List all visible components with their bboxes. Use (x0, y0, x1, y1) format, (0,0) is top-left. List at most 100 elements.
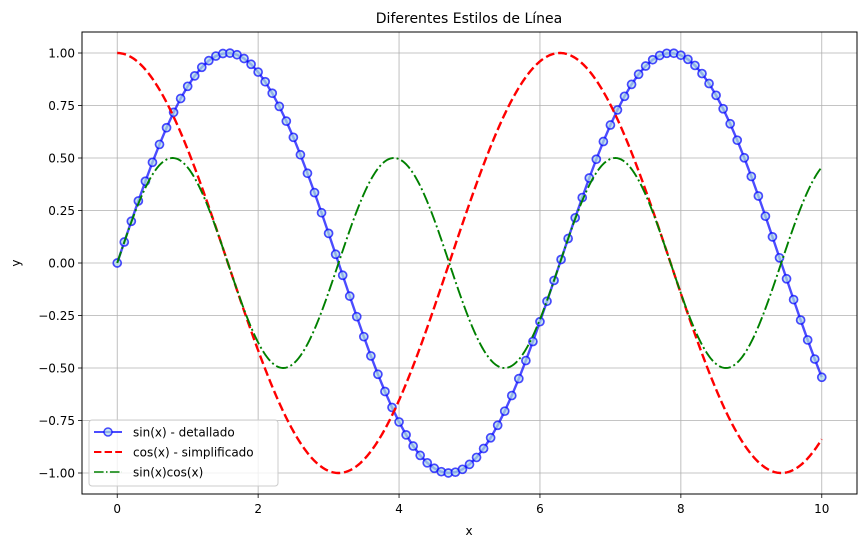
y-tick-label: 0.00 (48, 257, 75, 271)
y-tick-label: 0.25 (48, 204, 75, 218)
data-point-marker (358, 331, 369, 342)
data-point-marker (196, 62, 207, 73)
data-point-marker (401, 429, 411, 440)
data-point-marker (626, 79, 637, 90)
data-point-marker (478, 443, 489, 454)
data-point-marker (521, 355, 531, 366)
data-point-marker (809, 354, 820, 364)
data-point-marker (457, 464, 468, 475)
data-point-marker (612, 105, 623, 115)
data-point-marker (774, 252, 785, 263)
series-line-1 (116, 51, 823, 475)
legend-item-cos: cos(x) - simplificado (94, 446, 254, 460)
data-point-marker (683, 54, 693, 65)
data-point-marker (182, 81, 193, 92)
y-tick-label: 0.75 (48, 99, 75, 113)
legend-item-sin: sin(x) - detallado (94, 426, 235, 440)
data-point-marker (767, 232, 778, 242)
data-point-marker (739, 152, 750, 163)
data-point-marker (408, 441, 418, 451)
data-point-marker (760, 211, 771, 222)
data-point-marker (175, 93, 186, 104)
data-point-marker (704, 78, 714, 89)
data-point-marker (239, 53, 249, 64)
data-point-marker (394, 417, 404, 427)
data-point-marker (274, 101, 285, 112)
legend-box (88, 419, 279, 487)
data-point-marker (281, 116, 292, 127)
data-point-marker (189, 70, 200, 81)
data-point-marker (781, 273, 792, 284)
data-point-marker (605, 120, 616, 130)
legend: sin(x) - detallado cos(x) - simplificado… (88, 419, 279, 487)
data-point-marker (373, 369, 383, 380)
data-point-marker (816, 372, 827, 383)
y-tick-label: −0.25 (38, 309, 75, 323)
legend-item-sincos: sin(x)cos(x) (94, 466, 203, 480)
data-point-marker (309, 187, 320, 198)
data-point-marker (591, 154, 602, 165)
data-point-marker (633, 69, 644, 80)
x-tick-label: 6 (536, 502, 544, 516)
data-point-marker (697, 68, 707, 79)
y-axis-ticks: 1.00 0.75 0.50 0.25 0.00 −0.25 −0.50 −0.75 −1.00 (38, 47, 82, 481)
y-tick-label: −1.00 (38, 467, 75, 481)
x-axis-ticks: 0 2 4 6 8 10 (113, 494, 829, 516)
data-point-marker (725, 118, 736, 129)
data-point-marker (542, 296, 552, 307)
data-point-marker (640, 61, 651, 71)
data-point-marker (753, 191, 764, 201)
series-line-2 (116, 157, 823, 369)
series-group (112, 48, 827, 478)
x-axis-label: x (465, 524, 472, 538)
y-tick-label: −0.50 (38, 362, 75, 376)
data-point-marker (513, 373, 524, 384)
legend-marker-circle-icon (103, 427, 113, 437)
chart-title: Diferentes Estilos de Línea (376, 11, 562, 27)
legend-label: sin(x) - detallado (133, 426, 235, 440)
x-tick-label: 8 (677, 502, 685, 516)
data-point-marker (330, 249, 341, 260)
data-point-marker (422, 457, 433, 468)
data-point-marker (267, 88, 278, 99)
data-point-marker (718, 103, 728, 114)
data-point-marker (366, 351, 376, 361)
data-point-marker (619, 91, 630, 102)
data-point-marker (112, 258, 123, 268)
x-tick-label: 0 (113, 502, 121, 516)
data-point-marker (598, 136, 609, 147)
data-point-marker (788, 294, 799, 305)
data-point-marker (746, 171, 757, 182)
data-point-marker (795, 315, 806, 325)
data-point-marker (253, 67, 263, 77)
data-point-marker (323, 228, 334, 239)
y-tick-label: −0.75 (38, 414, 75, 428)
data-point-marker (288, 132, 299, 143)
data-point-marker (316, 207, 327, 218)
data-point-marker (485, 432, 496, 443)
data-point-marker (337, 270, 348, 281)
data-point-marker (203, 55, 214, 66)
data-point-marker (499, 406, 510, 417)
data-point-marker (380, 386, 390, 397)
data-point-marker (260, 76, 271, 87)
data-point-marker (647, 54, 658, 65)
data-point-marker (147, 157, 158, 168)
x-tick-label: 10 (814, 502, 829, 516)
data-point-marker (492, 420, 503, 431)
data-point-marker (351, 311, 362, 322)
data-point-marker (295, 149, 306, 160)
data-point-marker (690, 60, 700, 71)
legend-label: sin(x)cos(x) (133, 466, 203, 480)
data-point-marker (246, 59, 256, 70)
legend-label: cos(x) - simplificado (133, 446, 254, 460)
data-point-marker (161, 122, 172, 133)
y-tick-label: 1.00 (48, 47, 75, 61)
y-tick-label: 0.50 (48, 152, 75, 166)
data-point-marker (415, 450, 426, 461)
data-point-marker (344, 291, 355, 301)
x-tick-label: 2 (254, 502, 262, 516)
y-axis-label: y (9, 259, 23, 266)
data-point-marker (471, 452, 482, 463)
